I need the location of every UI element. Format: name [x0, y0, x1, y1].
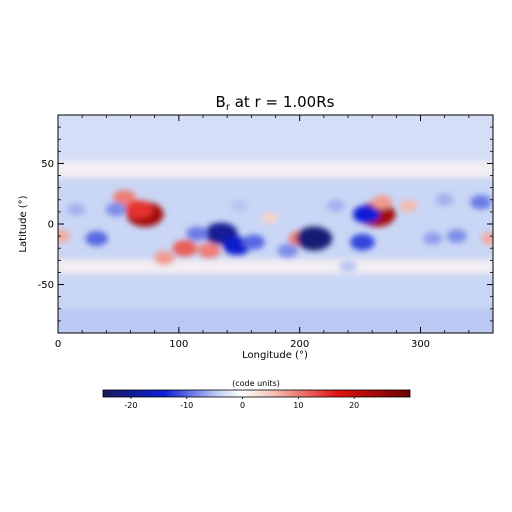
positive-flux-feature [480, 232, 493, 245]
negative-flux-feature [350, 233, 375, 251]
negative-flux-feature [105, 202, 127, 217]
positive-flux-feature [172, 240, 198, 257]
negative-flux-feature [352, 205, 380, 224]
negative-flux-feature [242, 234, 265, 250]
chart-title-subscript: r [226, 102, 231, 113]
axis-ticks: 0 100 200 300 -50 0 50 [38, 115, 493, 350]
negative-flux-feature [277, 243, 298, 258]
x-tick-label: 300 [411, 339, 430, 350]
positive-flux-feature [197, 243, 221, 259]
negative-flux-feature [186, 226, 208, 241]
x-axis-label: Longitude (°) [242, 350, 308, 361]
colorbar-tick-label: -20 [124, 401, 137, 410]
colorbar-label: (code units) [232, 379, 280, 388]
negative-flux-feature [339, 260, 357, 273]
colorbar-tick-label: -10 [180, 401, 193, 410]
positive-flux-feature [399, 199, 418, 212]
latitude-band [58, 278, 493, 303]
negative-flux-feature [326, 199, 346, 212]
heatmap-area [58, 115, 493, 333]
x-tick-label: 200 [290, 339, 309, 350]
latitude-band [58, 259, 493, 274]
negative-flux-feature [446, 229, 467, 243]
latitude-band [58, 308, 493, 333]
y-tick-label: 50 [41, 159, 54, 170]
field-features [58, 182, 493, 273]
positive-flux-feature [113, 189, 136, 205]
negative-flux-feature [170, 182, 187, 194]
chart-title-main: B [216, 93, 226, 111]
latitude-band [58, 115, 493, 162]
x-tick-label: 0 [55, 339, 61, 350]
chart-title: Br at r = 1.00Rs [216, 93, 335, 113]
positive-flux-feature [154, 251, 175, 265]
x-tick-label: 100 [169, 339, 188, 350]
negative-flux-feature [435, 193, 454, 206]
y-tick-label: 0 [48, 220, 54, 231]
negative-flux-feature [66, 203, 86, 216]
positive-flux-feature [371, 195, 393, 209]
positive-flux-feature [261, 212, 278, 224]
negative-flux-feature [296, 226, 333, 251]
negative-flux-feature [422, 232, 443, 245]
colorbar-tick-label: 10 [293, 401, 303, 410]
colorbar-tick-label: 0 [240, 401, 245, 410]
negative-flux-feature [470, 195, 492, 210]
chart-title-rest: at r = 1.00Rs [230, 93, 335, 111]
negative-flux-feature [230, 200, 248, 212]
colorbar-ticks: -20 -10 0 10 20 [124, 397, 359, 410]
positive-flux-feature [125, 200, 153, 219]
colorbar-tick-label: 20 [349, 401, 359, 410]
negative-flux-feature [85, 231, 108, 247]
positive-flux-feature [58, 229, 71, 243]
colorbar [102, 389, 411, 398]
y-tick-label: -50 [38, 280, 54, 291]
y-axis-label: Latitude (°) [18, 195, 29, 252]
negative-flux-feature [267, 182, 284, 194]
latitude-band [58, 161, 493, 178]
